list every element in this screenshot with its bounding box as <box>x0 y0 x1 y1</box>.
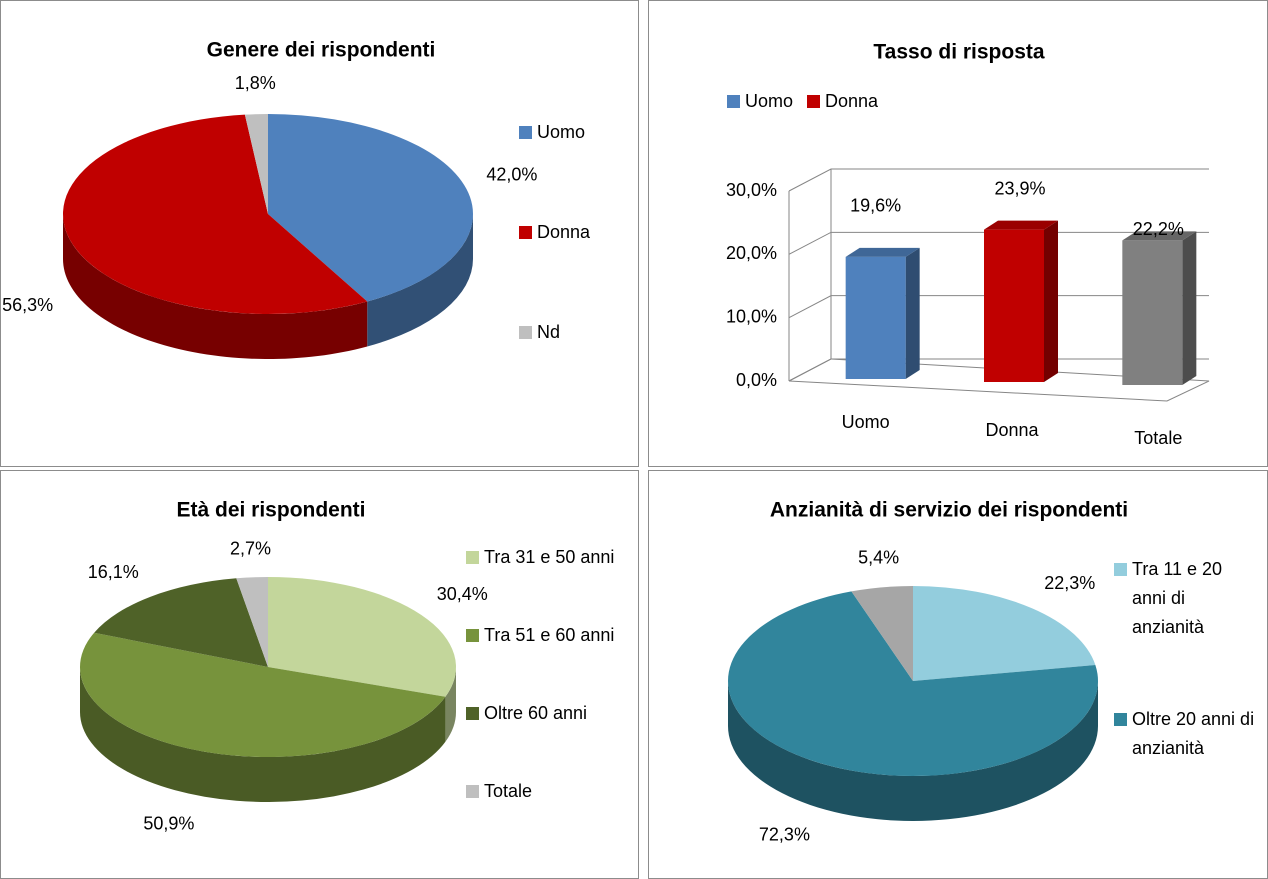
chart-panel: Anzianità di servizio dei rispondenti 22,… <box>648 470 1268 879</box>
legend-label: Tra 31 e 50 anni <box>484 547 615 567</box>
legend-label: Nd <box>537 322 561 342</box>
slice-side <box>728 681 1098 821</box>
bar-top <box>845 247 920 257</box>
legend-label: Uomo <box>537 122 586 142</box>
legend-item: Uomo <box>727 87 793 116</box>
legend-swatch <box>466 707 479 720</box>
bar <box>1122 240 1183 385</box>
legend-swatch <box>807 95 821 108</box>
data-label: 16,1% <box>88 562 139 582</box>
bar <box>984 229 1044 382</box>
legend-label: Donna <box>537 222 591 242</box>
legend-swatch <box>466 785 479 798</box>
grid-line <box>788 231 1209 255</box>
bar <box>845 256 906 379</box>
data-label: 2,7% <box>230 538 271 558</box>
legend-swatch <box>1114 713 1127 726</box>
chart-title: Età dei rispondenti <box>176 499 365 522</box>
bar-side <box>905 247 920 379</box>
slice <box>244 114 268 214</box>
legend-label: Donna <box>825 91 879 111</box>
chart: Anzianità di servizio dei rispondenti 22,… <box>728 499 1128 845</box>
slice <box>268 114 473 302</box>
data-label: 50,9% <box>143 813 194 833</box>
slice <box>80 632 446 757</box>
data-label: 1,8% <box>235 73 276 93</box>
data-label: 30,4% <box>437 584 488 604</box>
data-label: 19,6% <box>850 196 901 216</box>
slice <box>268 577 456 697</box>
legend-item: Tra 31 e 50 anni <box>466 543 649 572</box>
slice <box>62 114 368 314</box>
legend-label: Oltre 60 anni <box>484 703 588 723</box>
slice <box>913 586 1096 681</box>
legend-item: Donna <box>519 218 647 247</box>
data-label: 56,3% <box>2 295 53 315</box>
data-label: 42,0% <box>486 164 537 184</box>
legend-label: Uomo <box>745 91 794 111</box>
slice-side <box>445 667 456 742</box>
data-label: 22,2% <box>1133 219 1184 239</box>
legend-swatch <box>519 126 532 139</box>
data-label: 72,3% <box>759 825 810 845</box>
legend: Uomo Donna <box>727 87 892 116</box>
y-tick-label: 20,0% <box>726 243 777 263</box>
bar-top <box>1122 231 1197 241</box>
chart: Età dei rispondenti 30,4% 50,9% 16,1% 2,7% <box>80 499 488 833</box>
y-tick-label: 0,0% <box>736 370 777 390</box>
legend-swatch <box>727 95 740 108</box>
x-tick-label: Totale <box>1134 428 1182 448</box>
legend-swatch <box>1114 563 1127 576</box>
grid-line <box>788 358 1209 382</box>
slice-side <box>80 667 446 802</box>
chart-panel: Tasso di risposta 0,0% 10,0% 20,0% 30,0% 19,6… <box>648 0 1268 467</box>
data-label: 23,9% <box>994 178 1045 198</box>
bar-side <box>1182 231 1197 385</box>
slice <box>728 591 1098 776</box>
slice-side <box>63 214 368 359</box>
legend-swatch <box>519 326 532 339</box>
x-tick-label: Donna <box>985 420 1039 440</box>
legend-label: Oltre 20 anni di anzianità <box>1132 709 1255 758</box>
chart-title: Genere dei rispondenti <box>207 39 436 62</box>
chart: Genere dei rispondenti 42,0% 56,3% 1,8% <box>2 39 537 359</box>
slice <box>94 578 268 667</box>
legend-item: Nd <box>519 318 647 347</box>
legend-label: Tra 11 e 20 anni di anzianità <box>1132 559 1223 637</box>
chart: Tasso di risposta 0,0% 10,0% 20,0% 30,0% 19,6… <box>726 41 1210 448</box>
legend-item: Uomo <box>519 118 647 147</box>
y-tick-label: 10,0% <box>726 306 777 326</box>
legend-swatch <box>466 551 479 564</box>
legend-label: Totale <box>484 781 533 801</box>
grid-line <box>788 295 1209 319</box>
legend-item: Tra 11 e 20 anni di anzianità <box>1114 555 1257 642</box>
chart-title: Tasso di risposta <box>873 41 1044 64</box>
y-tick-label: 30,0% <box>726 180 777 200</box>
bar-top <box>984 220 1058 230</box>
legend-item: Tra 51 e 60 anni <box>466 621 649 650</box>
chart-panel: Età dei rispondenti 30,4% 50,9% 16,1% 2,7% Tr… <box>0 470 639 879</box>
x-tick-label: Uomo <box>842 412 890 432</box>
slice-side <box>367 214 473 347</box>
legend-item: Totale <box>466 777 649 806</box>
back-wall <box>788 169 832 382</box>
legend-item: Oltre 20 anni di anzianità <box>1114 705 1257 763</box>
legend-label: Tra 51 e 60 anni <box>484 625 615 645</box>
legend-swatch <box>519 226 532 239</box>
data-label: 22,3% <box>1044 573 1095 593</box>
slice <box>851 586 913 681</box>
legend-item: Oltre 60 anni <box>466 699 649 728</box>
chart-title: Anzianità di servizio dei rispondenti <box>770 499 1128 522</box>
grid-line <box>788 168 1209 192</box>
slice <box>236 577 268 667</box>
chart-panel: Genere dei rispondenti 42,0% 56,3% 1,8% Uomo… <box>0 0 639 467</box>
data-label: 5,4% <box>858 548 899 568</box>
legend-item: Donna <box>807 87 878 116</box>
bar-side <box>1044 220 1058 382</box>
legend-swatch <box>466 629 479 642</box>
